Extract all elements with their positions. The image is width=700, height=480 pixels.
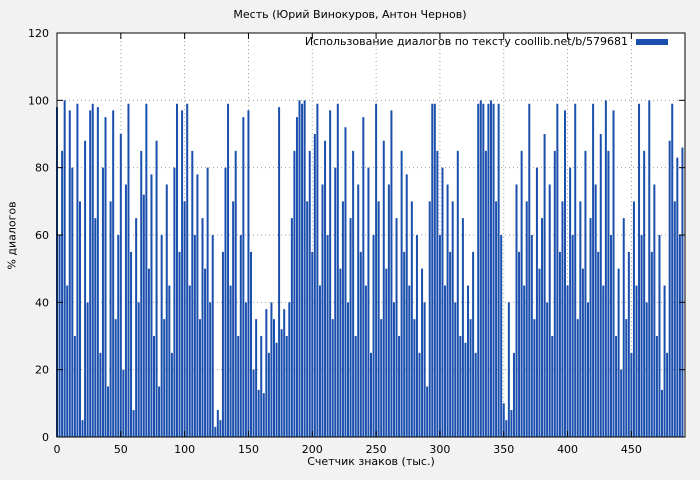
x-tick-label: 450 (621, 443, 642, 456)
legend: Использование диалогов по тексту coollib… (305, 35, 668, 48)
y-tick-label: 0 (42, 431, 49, 444)
x-tick-label: 400 (557, 443, 578, 456)
x-tick-label: 350 (493, 443, 514, 456)
y-tick-label: 120 (28, 27, 49, 40)
x-axis-label: Счетчик знаков (тыс.) (307, 455, 435, 468)
y-tick-label: 100 (28, 94, 49, 107)
y-tick-label: 80 (35, 162, 49, 175)
legend-swatch (636, 38, 668, 45)
x-tick-label: 50 (114, 443, 128, 456)
y-tick-label: 20 (35, 364, 49, 377)
x-tick-label: 300 (429, 443, 450, 456)
x-tick-label: 100 (174, 443, 195, 456)
y-tick-label: 60 (35, 229, 49, 242)
y-tick-label: 40 (35, 296, 49, 309)
x-tick-label: 200 (302, 443, 323, 456)
y-axis-label: % диалогов (5, 201, 19, 270)
x-tick-label: 150 (238, 443, 259, 456)
x-tick-label: 0 (54, 443, 61, 456)
legend-label: Использование диалогов по тексту coollib… (304, 35, 628, 48)
x-tick-label: 250 (366, 443, 387, 456)
chart-title: Месть (Юрий Винокуров, Антон Чернов) (233, 8, 467, 21)
